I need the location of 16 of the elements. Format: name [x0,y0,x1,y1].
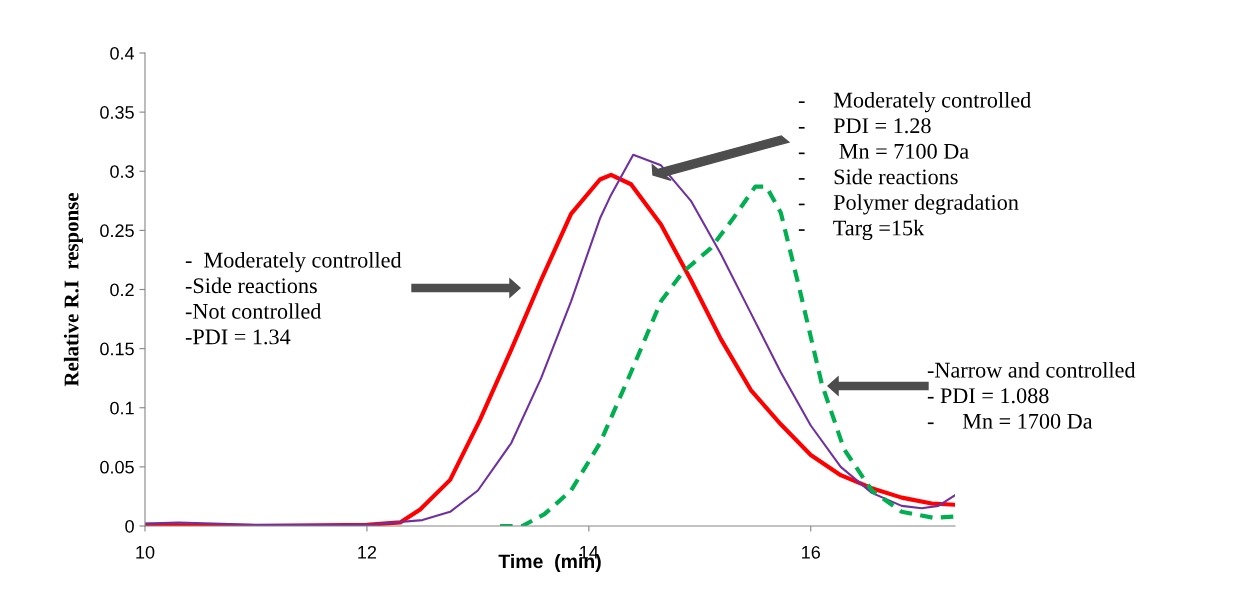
y-tick-label: 0.15 [100,342,134,356]
y-tick-label: 0.2 [110,283,134,297]
x-tick-label: 10 [136,545,155,559]
y-tick-label: 0.05 [100,460,134,474]
y-tick-label: 0.4 [110,46,135,60]
x-tick-label: 16 [802,545,820,559]
y-tick-label: 0.3 [110,165,134,178]
y-tick-label: 0 [125,519,134,533]
y-tick-label: 0.35 [100,106,134,119]
annotation: - Moderately controlled - PDI = 1.28 - Mn = 7100 Da - Side reactions - Polymer degradation - Targ =15k [798,92,1031,241]
y-tick-label: 0.1 [110,401,134,415]
annotation: - Moderately controlled -Side reactions -Not controlled -PDI = 1.34 [185,252,402,345]
x-tick-label: 12 [358,545,377,559]
y-axis-title: Relative R.I response [63,193,83,387]
annotation: -Narrow and controlled - PDI = 1.088 - Mn = 1700 Da [927,362,1136,429]
y-tick-label: 0.25 [100,224,134,238]
